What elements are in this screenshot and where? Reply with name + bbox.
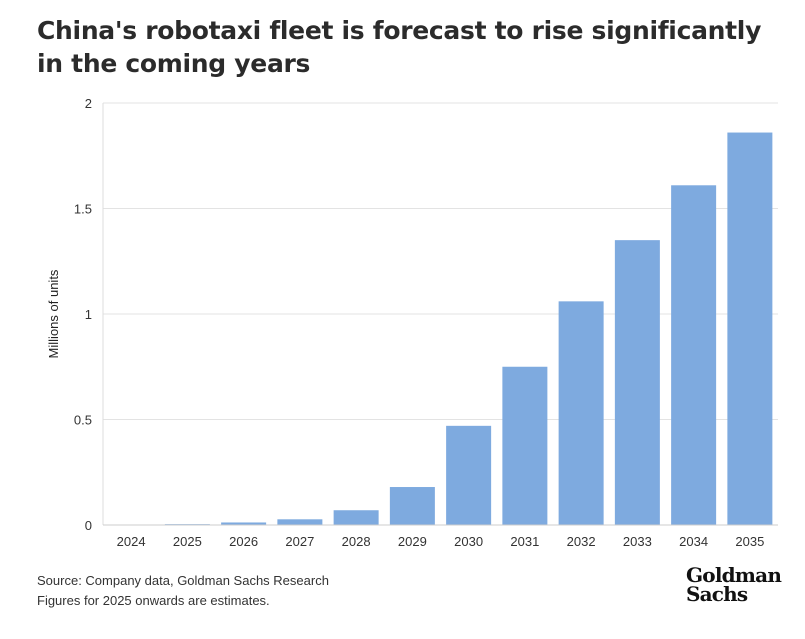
bar-2027 <box>277 519 323 525</box>
y-axis-label: Millions of units <box>46 269 61 358</box>
estimate-note: Figures for 2025 onwards are estimates. <box>37 593 270 608</box>
x-tick-label: 2031 <box>510 534 539 549</box>
x-tick-label: 2032 <box>567 534 596 549</box>
x-tick-label: 2025 <box>173 534 202 549</box>
x-tick-label: 2029 <box>398 534 427 549</box>
bar-2026 <box>221 522 267 525</box>
logo-line2: Sachs <box>686 582 748 606</box>
source-text: Source: Company data, Goldman Sachs Rese… <box>37 573 329 588</box>
bar-2032 <box>558 301 604 525</box>
x-tick-label: 2034 <box>679 534 708 549</box>
chart-title: China's robotaxi fleet is forecast to ri… <box>37 16 762 78</box>
y-tick-label: 0.5 <box>74 413 92 428</box>
bar-2034 <box>671 185 717 526</box>
bar-2031 <box>502 366 548 525</box>
bar-2035 <box>727 132 773 526</box>
logo-line1: Goldman <box>686 563 782 587</box>
x-tick-label: 2024 <box>117 534 146 549</box>
x-tick-label: 2027 <box>285 534 314 549</box>
x-tick-label: 2033 <box>623 534 652 549</box>
source-note: Source: Company data, Goldman Sachs Rese… <box>37 571 329 611</box>
bar-2033 <box>614 240 660 525</box>
x-tick-label: 2028 <box>342 534 371 549</box>
bar-2030 <box>446 425 492 525</box>
y-tick-label: 2 <box>85 96 92 111</box>
goldman-sachs-logo: Goldman Sachs <box>686 563 782 606</box>
y-tick-label: 1.5 <box>74 202 92 217</box>
bar-2028 <box>333 510 379 525</box>
y-tick-label: 0 <box>85 518 92 533</box>
x-tick-label: 2030 <box>454 534 483 549</box>
bar-2029 <box>389 487 435 525</box>
x-tick-label: 2035 <box>735 534 764 549</box>
y-tick-label: 1 <box>85 307 92 322</box>
x-tick-label: 2026 <box>229 534 258 549</box>
